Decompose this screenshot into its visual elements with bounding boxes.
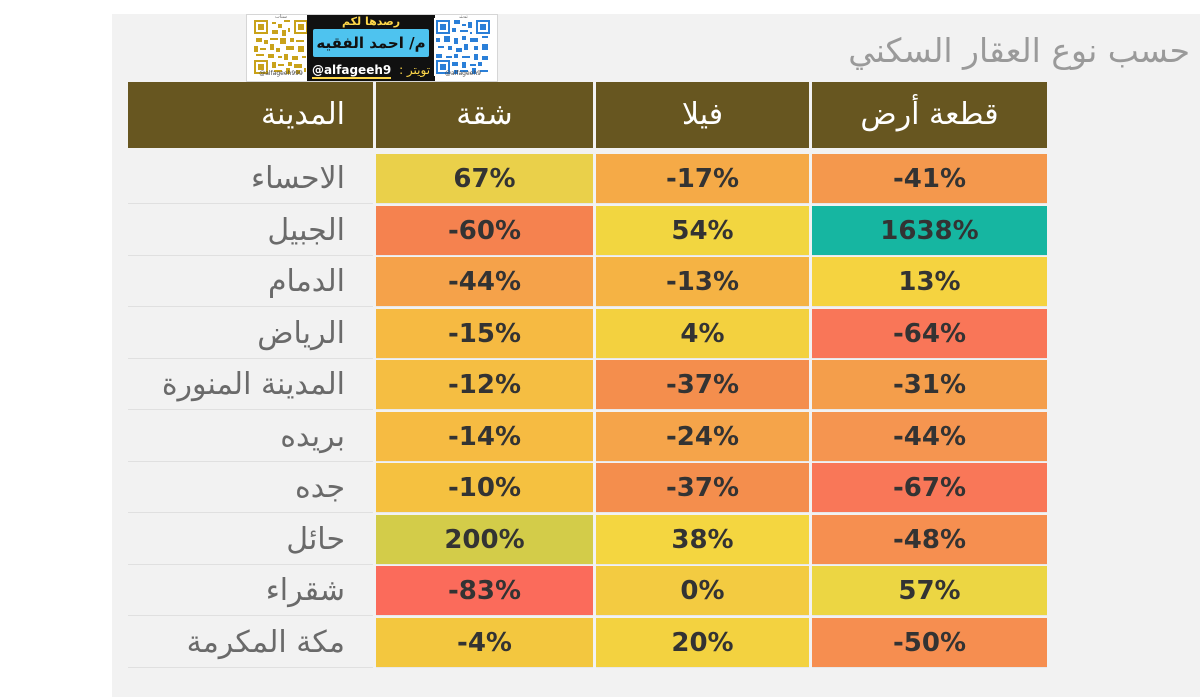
city-label: مكة المكرمة xyxy=(186,625,345,660)
brand-top-text: رصدها لكم xyxy=(341,15,401,28)
city-row-bg xyxy=(128,360,373,410)
city-row-bg xyxy=(128,566,373,616)
city-row-bg xyxy=(128,309,373,359)
heatmap-cell-apartment: -60% xyxy=(376,206,593,256)
heatmap-cell-land: -50% xyxy=(812,618,1047,668)
heatmap-cell-villa: -13% xyxy=(596,257,809,307)
header-land: قطعة أرض xyxy=(812,82,1047,148)
heatmap-cell-villa: 38% xyxy=(596,515,809,565)
city-row-bg xyxy=(128,206,373,256)
heatmap-cell-land: -64% xyxy=(812,309,1047,359)
header-city: المدينة xyxy=(128,82,373,148)
heatmap-cell-land: -67% xyxy=(812,463,1047,513)
city-label: شقراء xyxy=(265,573,345,608)
qr-code-snapchat xyxy=(252,18,310,76)
heatmap-cell-land: 13% xyxy=(812,257,1047,307)
city-row-bg xyxy=(128,154,373,204)
city-label: جده xyxy=(294,470,345,505)
heatmap-cell-land: 57% xyxy=(812,566,1047,616)
heatmap-cell-apartment: 200% xyxy=(376,515,593,565)
twitter-line: تويتر : @alfageeh9 xyxy=(309,61,433,79)
author-name: م/ احمد الفقيه xyxy=(313,29,429,57)
heatmap-cell-apartment: -44% xyxy=(376,257,593,307)
heatmap-cell-land: -44% xyxy=(812,412,1047,462)
heatmap-cell-apartment: 67% xyxy=(376,154,593,204)
qr-left-top-label: سناب xyxy=(275,14,287,20)
qr-left-caption: @alfageeh999 xyxy=(259,70,303,77)
author-banner: سناب @alfageeh999 رصدها لكم م/ احمد الفق… xyxy=(246,14,498,82)
heatmap-cell-villa: -24% xyxy=(596,412,809,462)
city-label: الاحساء xyxy=(251,161,345,196)
heatmap-cell-land: -31% xyxy=(812,360,1047,410)
twitter-handle: @alfageeh9 xyxy=(311,63,392,79)
qr-right-top-label: تويتر xyxy=(458,14,468,20)
header-villa: فيلا xyxy=(596,82,809,148)
heatmap-cell-apartment: -83% xyxy=(376,566,593,616)
heatmap-cell-apartment: -12% xyxy=(376,360,593,410)
city-row-bg xyxy=(128,412,373,462)
heatmap-cell-villa: 0% xyxy=(596,566,809,616)
header-apartment: شقة xyxy=(376,82,593,148)
heatmap-cell-land: -41% xyxy=(812,154,1047,204)
author-brand: رصدها لكم م/ احمد الفقيه تويتر : @alfage… xyxy=(307,15,435,81)
city-row-bg xyxy=(128,257,373,307)
heatmap-cell-land: -48% xyxy=(812,515,1047,565)
heatmap-cell-apartment: -14% xyxy=(376,412,593,462)
heatmap-cell-apartment: -10% xyxy=(376,463,593,513)
heatmap-cell-land: 1638% xyxy=(812,206,1047,256)
city-label: المدينة المنورة xyxy=(161,367,345,402)
city-label: الدمام xyxy=(267,264,345,299)
city-row-bg xyxy=(128,618,373,668)
heatmap-cell-villa: -37% xyxy=(596,463,809,513)
city-row-bg xyxy=(128,463,373,513)
heatmap-cell-villa: 4% xyxy=(596,309,809,359)
qr-right-caption: @alfageeh9 xyxy=(445,70,481,77)
city-label: بريده xyxy=(280,419,345,454)
chart-title: حسب نوع العقار السكني xyxy=(848,31,1190,70)
heatmap-cell-villa: 54% xyxy=(596,206,809,256)
city-label: الجبيل xyxy=(267,213,345,248)
heatmap-cell-villa: -37% xyxy=(596,360,809,410)
city-row-bg xyxy=(128,515,373,565)
qr-code-twitter xyxy=(434,18,492,76)
heatmap-cell-apartment: -4% xyxy=(376,618,593,668)
heatmap-cell-villa: -17% xyxy=(596,154,809,204)
heatmap-cell-apartment: -15% xyxy=(376,309,593,359)
heatmap-cell-villa: 20% xyxy=(596,618,809,668)
twitter-label: تويتر : xyxy=(399,63,431,77)
city-label: حائل xyxy=(286,522,345,557)
city-label: الرياض xyxy=(257,316,345,351)
